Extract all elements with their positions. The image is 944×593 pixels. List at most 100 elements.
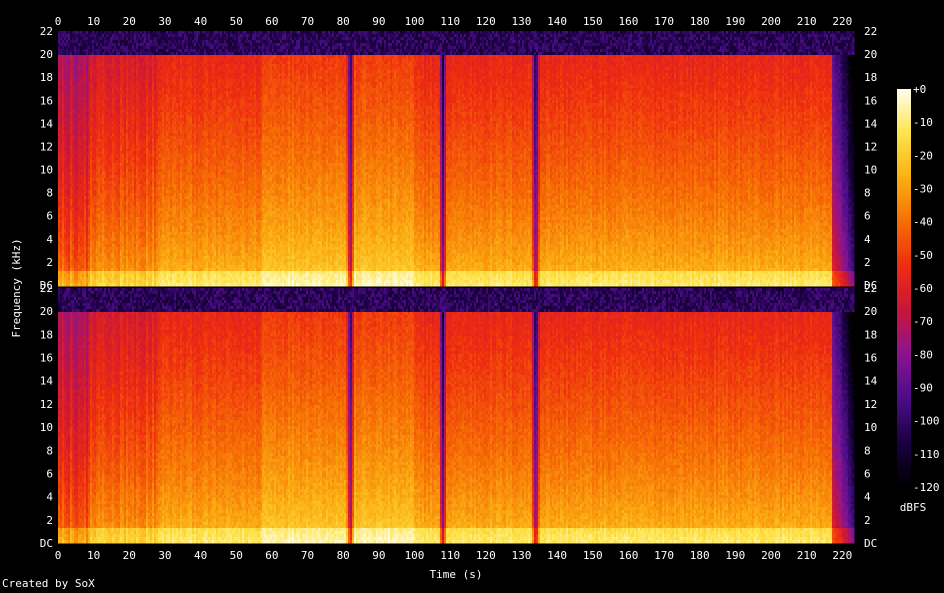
y-tick-label-left: 4 [46, 233, 53, 246]
colorbar-tick-label: -90 [913, 382, 933, 395]
x-tick-label-top: 160 [618, 15, 638, 28]
colorbar-tick-label: -100 [913, 415, 940, 428]
colorbar-tick-label: -50 [913, 249, 933, 262]
x-tick-label-bottom: 180 [690, 549, 710, 562]
x-tick-label-top: 180 [690, 15, 710, 28]
y-tick-label-left: DC [40, 537, 53, 550]
y-tick-label-left: 12 [40, 398, 53, 411]
x-tick-label-top: 120 [476, 15, 496, 28]
y-tick-label-left: 14 [40, 375, 54, 388]
x-tick-label-top: 70 [301, 15, 314, 28]
x-tick-label-bottom: 200 [761, 549, 781, 562]
created-by-credit: Created by SoX [2, 578, 95, 590]
x-tick-label-bottom: 100 [405, 549, 425, 562]
colorbar-tick-label: -60 [913, 282, 933, 295]
y-tick-label-right: DC [864, 537, 877, 550]
y-tick-label-left: 16 [40, 94, 53, 107]
x-tick-label-bottom: 40 [194, 549, 207, 562]
colorbar-tick-label: -40 [913, 216, 933, 229]
y-tick-label-left: 10 [40, 421, 53, 434]
y-tick-label-left: 20 [40, 48, 53, 61]
x-tick-label-top: 170 [654, 15, 674, 28]
y-tick-label-right: 14 [864, 117, 878, 130]
y-tick-label-right: 16 [864, 352, 877, 365]
y-tick-label-left: 20 [40, 305, 53, 318]
x-tick-label-top: 190 [725, 15, 745, 28]
y-tick-label-right: 10 [864, 164, 877, 177]
x-ticks-bottom: 0 10 20 30 40 50 60 70 80 90 100 110 120 130 140 150 160… [55, 549, 853, 562]
x-tick-label-top: 220 [832, 15, 852, 28]
y-tick-label-left: 10 [40, 164, 53, 177]
y-tick-label-right: 10 [864, 421, 877, 434]
y-tick-label-right: 8 [864, 444, 871, 457]
y-tick-label-right: 20 [864, 48, 877, 61]
y-tick-label-right: 22 [864, 25, 877, 38]
x-tick-label-bottom: 160 [618, 549, 638, 562]
y-tick-label-left: 14 [40, 117, 54, 130]
y-axis-label: Frequency (kHz) [10, 238, 23, 337]
y-tick-label-right: 4 [864, 491, 871, 504]
x-tick-label-bottom: 0 [55, 549, 62, 562]
y-tick-label-right: 6 [864, 467, 871, 480]
x-tick-label-bottom: 10 [87, 549, 100, 562]
y-tick-label-left: 8 [46, 187, 53, 200]
y-tick-label-left: 6 [46, 467, 53, 480]
x-tick-label-top: 10 [87, 15, 100, 28]
y-tick-label-left: 18 [40, 328, 53, 341]
colorbar [897, 89, 911, 487]
x-tick-label-top: 50 [230, 15, 243, 28]
y-tick-label-right: 2 [864, 256, 871, 269]
x-tick-label-top: 210 [797, 15, 817, 28]
x-tick-label-top: 80 [337, 15, 350, 28]
x-tick-label-bottom: 120 [476, 549, 496, 562]
colorbar-tick-label: -30 [913, 183, 933, 196]
x-tick-label-bottom: 80 [337, 549, 350, 562]
x-tick-label-top: 110 [440, 15, 460, 28]
x-tick-label-bottom: 170 [654, 549, 674, 562]
y-tick-label-right: 14 [864, 375, 878, 388]
x-tick-label-bottom: 110 [440, 549, 460, 562]
colorbar-tick-label: +0 [913, 83, 926, 96]
y-tick-label-left: 4 [46, 491, 53, 504]
y-tick-label-right: 16 [864, 94, 877, 107]
y-tick-label-left: 2 [46, 514, 53, 527]
x-tick-label-bottom: 30 [158, 549, 171, 562]
y-tick-label-right: 12 [864, 140, 877, 153]
y-tick-label-right: 4 [864, 233, 871, 246]
colorbar-tick-label: -120 [913, 481, 940, 494]
channel-2-heatmap [58, 288, 855, 544]
x-tick-label-bottom: 150 [583, 549, 603, 562]
y-tick-label-right: 6 [864, 210, 871, 223]
x-tick-label-top: 150 [583, 15, 603, 28]
x-tick-label-bottom: 70 [301, 549, 314, 562]
x-tick-label-bottom: 60 [265, 549, 278, 562]
x-tick-label-bottom: 130 [512, 549, 532, 562]
y-tick-label-left: 6 [46, 210, 53, 223]
x-tick-label-top: 60 [265, 15, 278, 28]
x-tick-label-top: 0 [55, 15, 62, 28]
y-tick-label-right: 2 [864, 514, 871, 527]
colorbar-label: dBFS [900, 501, 927, 514]
x-tick-label-top: 40 [194, 15, 207, 28]
colorbar-tick-label: -70 [913, 315, 933, 328]
colorbar-tick-label: -80 [913, 348, 933, 361]
y-tick-label-left: 22 [40, 25, 53, 38]
y-tick-label-left: 12 [40, 140, 53, 153]
colorbar-tick-label: -110 [913, 448, 940, 461]
x-tick-label-bottom: 140 [547, 549, 567, 562]
x-tick-label-bottom: 50 [230, 549, 243, 562]
x-tick-label-bottom: 190 [725, 549, 745, 562]
y-tick-label-right: 18 [864, 71, 877, 84]
y-tick-label-left: 22 [40, 282, 53, 295]
y-tick-label-right: 12 [864, 398, 877, 411]
x-tick-label-top: 30 [158, 15, 171, 28]
colorbar-tick-label: -10 [913, 116, 933, 129]
x-tick-label-top: 90 [372, 15, 385, 28]
x-tick-label-top: 200 [761, 15, 781, 28]
colorbar-ticks: +0 -10 -20 -30 -40 -50 -60 -70 -80 -90 -100 -110 -12… [913, 83, 940, 494]
y-tick-label-left: 16 [40, 352, 53, 365]
colorbar-tick-label: -20 [913, 149, 933, 162]
x-tick-label-top: 20 [123, 15, 136, 28]
